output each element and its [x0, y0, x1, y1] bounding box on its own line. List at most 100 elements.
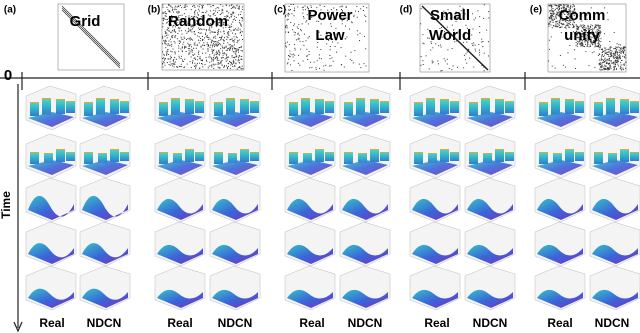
- matrix-entry: [180, 41, 182, 43]
- matrix-entry: [559, 55, 561, 57]
- matrix-entry: [207, 50, 209, 52]
- matrix-entry: [209, 18, 211, 20]
- matrix-entry: [194, 15, 196, 17]
- surface-peak: [344, 152, 353, 164]
- matrix-entry: [221, 64, 223, 66]
- matrix-entry: [585, 43, 587, 45]
- matrix-entry: [224, 37, 226, 39]
- matrix-entry: [308, 54, 310, 56]
- matrix-band: [61, 9, 121, 69]
- surface-peak: [301, 98, 310, 115]
- matrix-entry: [231, 55, 233, 57]
- matrix-entry: [176, 21, 178, 23]
- matrix-entry: [179, 21, 181, 23]
- matrix-entry: [194, 64, 196, 66]
- matrix-entry: [603, 47, 605, 49]
- matrix-entry: [227, 42, 229, 44]
- surface-plot: [79, 265, 131, 311]
- matrix-entry: [200, 16, 202, 18]
- matrix-entry: [449, 17, 451, 19]
- matrix-entry: [227, 16, 229, 18]
- matrix-entry: [162, 35, 164, 37]
- matrix-entry: [597, 45, 599, 47]
- matrix-entry: [167, 49, 169, 51]
- matrix-entry: [217, 22, 219, 24]
- matrix-entry: [212, 49, 214, 51]
- surface-peak: [414, 152, 423, 164]
- matrix-entry: [191, 15, 193, 17]
- matrix-entry: [302, 60, 304, 62]
- matrix-entry: [220, 4, 222, 6]
- matrix-entry: [565, 26, 567, 28]
- matrix-entry: [206, 21, 208, 23]
- matrix-entry: [207, 44, 209, 46]
- matrix-entry: [457, 17, 459, 19]
- matrix-entry: [288, 58, 290, 60]
- matrix-entry: [570, 6, 572, 8]
- matrix-entry: [594, 66, 596, 68]
- matrix-entry: [483, 17, 485, 19]
- matrix-entry: [599, 32, 601, 34]
- matrix-entry: [625, 61, 627, 63]
- matrix-entry: [175, 31, 177, 33]
- matrix-entry: [573, 18, 575, 20]
- matrix-entry: [188, 29, 190, 31]
- matrix-entry: [559, 18, 561, 20]
- matrix-entry: [297, 32, 299, 34]
- surface-peak: [44, 153, 53, 163]
- surface: [28, 195, 74, 220]
- matrix-entry: [601, 65, 603, 67]
- matrix-entry: [555, 14, 557, 16]
- matrix-entry: [341, 64, 343, 66]
- surface-peak: [358, 153, 367, 163]
- matrix-entry: [612, 62, 614, 64]
- matrix-entry: [614, 66, 616, 68]
- matrix-entry: [287, 32, 289, 34]
- matrix-entry: [599, 68, 601, 70]
- matrix-entry: [199, 58, 201, 60]
- matrix-entry: [171, 35, 173, 37]
- matrix-entry: [216, 52, 218, 54]
- matrix-entry: [620, 48, 622, 50]
- matrix-entry: [201, 39, 203, 41]
- matrix-entry: [595, 34, 597, 36]
- matrix-entry: [359, 32, 361, 34]
- matrix-entry: [183, 67, 185, 69]
- matrix-entry: [173, 63, 175, 65]
- surface-peak: [380, 101, 389, 113]
- matrix-entry: [174, 61, 176, 63]
- matrix-entry: [450, 13, 452, 15]
- matrix-entry: [550, 17, 552, 19]
- matrix-entry: [174, 36, 176, 38]
- matrix-entry: [328, 11, 330, 13]
- matrix-entry: [558, 10, 560, 12]
- matrix-entry: [285, 9, 287, 11]
- matrix-entry: [212, 43, 214, 45]
- matrix-entry: [596, 46, 598, 48]
- matrix-entry: [601, 69, 603, 71]
- matrix-entry: [619, 68, 621, 70]
- matrix-entry: [215, 8, 217, 10]
- matrix-entry: [225, 16, 227, 18]
- surface-plot: [464, 85, 516, 131]
- matrix-entry: [558, 6, 560, 8]
- matrix-entry: [555, 16, 557, 18]
- matrix-entry: [592, 42, 594, 44]
- surface-peak: [240, 149, 249, 162]
- matrix-entry: [608, 68, 610, 70]
- matrix-entry: [202, 24, 204, 26]
- matrix-entry: [569, 44, 571, 46]
- surface-plot: [409, 265, 461, 311]
- matrix-entry: [568, 9, 570, 11]
- matrix-entry: [453, 29, 455, 31]
- matrix-entry: [178, 50, 180, 52]
- matrix-entry: [623, 48, 625, 50]
- matrix-entry: [578, 37, 580, 39]
- matrix-entry: [356, 16, 358, 18]
- matrix-entry: [432, 47, 434, 49]
- matrix-entry: [164, 58, 166, 60]
- matrix-entry: [601, 54, 603, 56]
- matrix-entry: [190, 66, 192, 68]
- matrix-entry: [216, 43, 218, 45]
- matrix-entry: [211, 50, 213, 52]
